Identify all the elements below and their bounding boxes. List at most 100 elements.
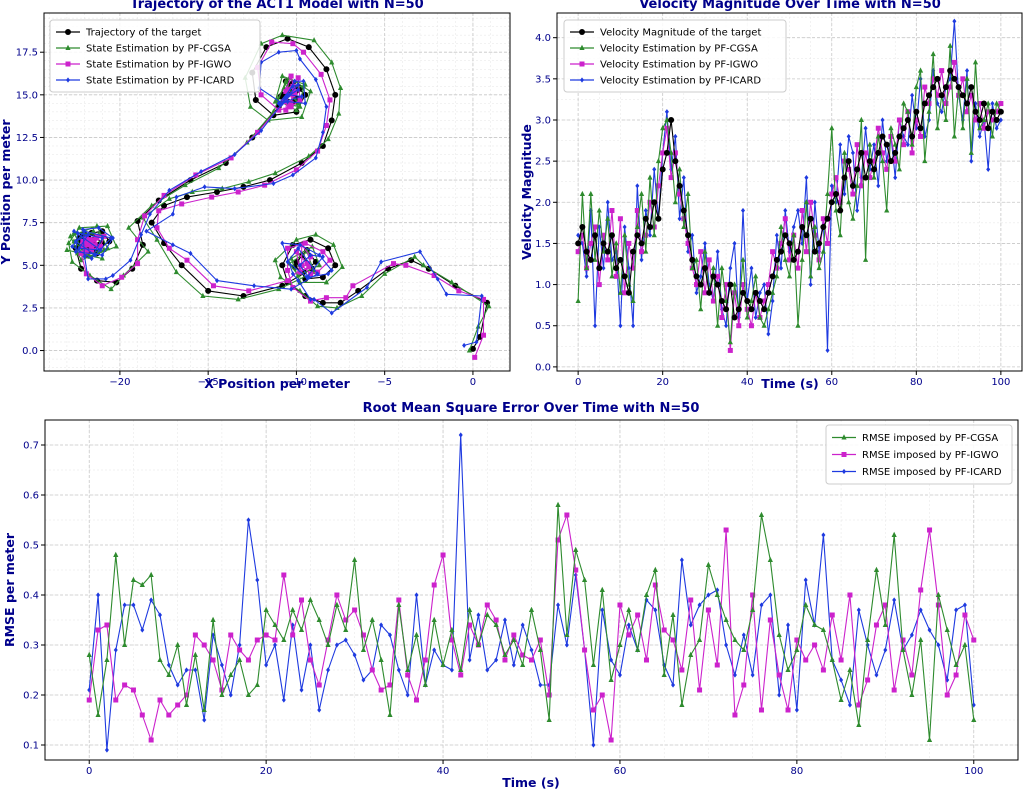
rmse-data-point: [962, 612, 968, 618]
trajectory-data-point: [285, 267, 291, 273]
trajectory-data-point: [283, 107, 289, 113]
rmse-data-point: [281, 636, 287, 642]
velocity-data-point: [930, 76, 936, 82]
trajectory-data-point: [128, 257, 133, 263]
velocity-data-point: [714, 281, 721, 288]
rmse-data-point: [237, 656, 243, 662]
trajectory-data-point: [307, 236, 314, 243]
trajectory-data-point: [382, 270, 388, 276]
velocity-data-point: [892, 141, 898, 147]
trajectory-data-point: [139, 232, 144, 238]
rmse-data-point: [838, 657, 844, 663]
rmse-data-point: [892, 597, 897, 603]
trajectory-legend-entry: State Estimation by PF-ICARD: [56, 76, 235, 87]
rmse-data-point: [228, 632, 234, 638]
rmse-axes-frame: [44, 419, 1019, 761]
velocity-data-point: [998, 117, 1003, 123]
rmse-data-point: [113, 551, 119, 557]
rmse-data-point: [449, 637, 455, 643]
rmse-data-point: [732, 672, 737, 678]
velocity-data-point: [901, 142, 907, 148]
rmse-data-point: [617, 641, 623, 647]
trajectory-data-point: [323, 123, 329, 129]
trajectory-data-point: [170, 242, 175, 248]
velocity-data-point: [968, 149, 974, 155]
velocity-xtick-label: 80: [910, 377, 923, 388]
velocity-data-point: [660, 125, 666, 131]
trajectory-data-point: [213, 189, 220, 195]
velocity-data-point: [579, 190, 585, 197]
rmse-data-point: [157, 612, 162, 618]
trajectory-data-point: [320, 129, 325, 135]
trajectory-data-point: [329, 310, 334, 316]
velocity-data-point: [622, 290, 628, 296]
rmse-data-point: [891, 687, 897, 693]
trajectory-data-point: [73, 249, 78, 255]
rmse-data-point: [688, 651, 694, 657]
rmse-data-point: [564, 512, 570, 518]
rmse-data-point: [626, 632, 632, 638]
rmse-data-point: [201, 642, 207, 648]
rmse-data-point: [643, 657, 649, 663]
rmse-data-point: [272, 637, 278, 643]
rmse-data-point: [652, 582, 658, 588]
velocity-data-point: [753, 314, 758, 321]
rmse-data-point: [785, 707, 791, 713]
velocity-data-point: [694, 282, 699, 288]
velocity-data-point: [985, 100, 991, 106]
rmse-data-point: [839, 677, 844, 683]
velocity-data-point: [863, 125, 868, 131]
velocity-xlabel: Time (s): [761, 376, 819, 391]
trajectory-data-point: [318, 71, 324, 77]
velocity-data-point: [698, 273, 703, 279]
velocity-data-point: [630, 265, 636, 271]
trajectory-data-point: [276, 100, 281, 106]
velocity-data-point: [981, 116, 987, 122]
rmse-data-point: [883, 647, 888, 653]
trajectory-data-point: [479, 293, 484, 299]
rmse-data-point: [564, 631, 570, 637]
velocity-data-point: [748, 323, 754, 329]
trajectory-data-point: [297, 97, 303, 103]
rmse-data-point: [670, 637, 676, 643]
velocity-data-point: [638, 190, 645, 197]
rmse-data-point: [298, 626, 305, 632]
rmse-data-point: [140, 627, 145, 633]
velocity-data-point: [575, 297, 581, 304]
velocity-data-point: [693, 256, 700, 262]
trajectory-data-point: [69, 258, 75, 264]
trajectory-data-point: [296, 82, 301, 88]
velocity-data-point: [690, 232, 695, 238]
rmse-data-point: [148, 571, 154, 577]
velocity-data-point: [584, 273, 589, 279]
trajectory-data-point: [320, 249, 326, 255]
trajectory-data-point: [481, 296, 487, 302]
rmse-data-point: [466, 606, 473, 612]
trajectory-data-point: [293, 249, 299, 255]
velocity-data-point: [782, 256, 788, 262]
rmse-legend-label: RMSE imposed by PF-CGSA: [862, 433, 998, 444]
trajectory-data-point: [431, 273, 437, 279]
rmse-data-point: [609, 657, 614, 663]
trajectory-data-point: [109, 235, 114, 241]
rmse-data-point: [343, 626, 349, 632]
rmse-data-point: [900, 646, 906, 652]
trajectory-data-point: [307, 88, 314, 94]
velocity-data-point: [617, 289, 624, 295]
velocity-data-point: [727, 281, 734, 288]
trajectory-data-point: [86, 232, 91, 238]
velocity-data-point: [634, 223, 640, 229]
velocity-data-point: [652, 166, 657, 172]
velocity-data-point: [791, 224, 796, 230]
velocity-data-point: [922, 84, 928, 90]
velocity-data-point: [947, 42, 953, 48]
trajectory-data-point: [272, 98, 278, 104]
velocity-data-point: [609, 208, 615, 214]
trajectory-data-point: [337, 299, 344, 306]
rmse-data-point: [573, 546, 579, 552]
rmse-data-point: [847, 666, 853, 672]
rmse-data-point: [741, 632, 746, 638]
trajectory-data-point: [89, 245, 95, 251]
trajectory-data-point: [290, 284, 296, 290]
velocity-data-point: [756, 298, 763, 305]
